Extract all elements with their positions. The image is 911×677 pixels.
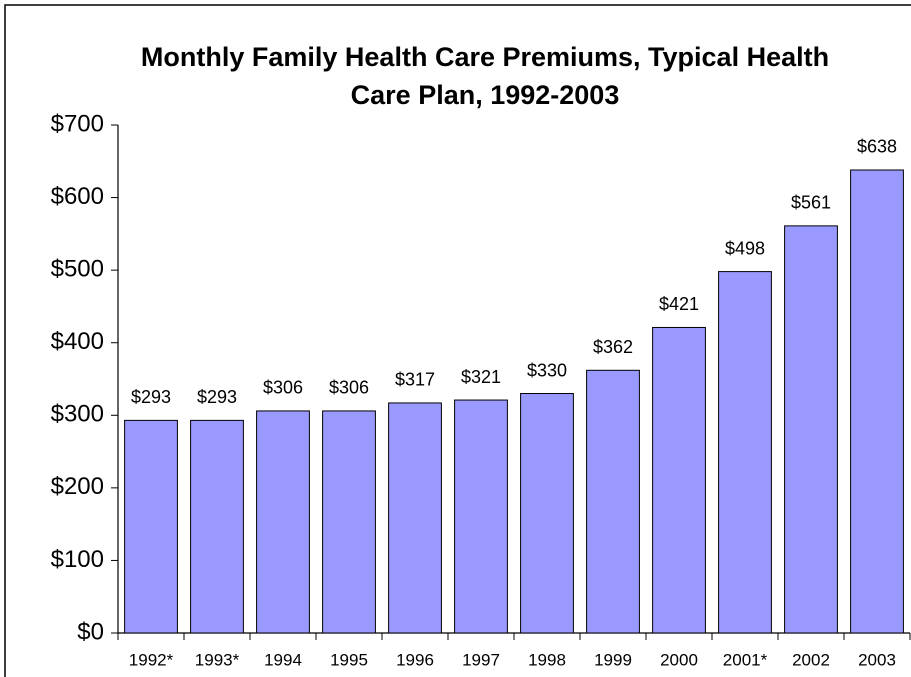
data-label: $306 bbox=[263, 378, 303, 398]
y-tick-label: $200 bbox=[51, 473, 104, 500]
data-label: $317 bbox=[395, 370, 435, 390]
y-tick-label: $300 bbox=[51, 401, 104, 428]
bar bbox=[454, 399, 508, 634]
x-tick-label: 1999 bbox=[594, 650, 632, 669]
data-label: $330 bbox=[527, 360, 567, 380]
bar bbox=[388, 402, 442, 634]
x-tick-label: 1998 bbox=[528, 650, 566, 669]
x-tick-label: 1992* bbox=[129, 650, 174, 669]
chart-title: Monthly Family Health Care Premiums, Typ… bbox=[140, 42, 830, 110]
y-tick-label: $0 bbox=[77, 618, 104, 645]
bar bbox=[850, 169, 904, 634]
data-label: $561 bbox=[791, 193, 831, 213]
data-label: $321 bbox=[461, 367, 501, 387]
y-tick-label: $500 bbox=[51, 255, 104, 282]
x-tick-label: 1994 bbox=[264, 650, 302, 669]
data-label: $293 bbox=[197, 387, 237, 407]
bar bbox=[322, 410, 376, 634]
data-label: $498 bbox=[725, 238, 765, 258]
chart-border bbox=[4, 4, 911, 677]
x-tick-label: 1997 bbox=[462, 650, 500, 669]
x-tick-label: 1993* bbox=[195, 650, 240, 669]
bar bbox=[190, 419, 244, 634]
bar bbox=[586, 369, 640, 634]
data-label: $421 bbox=[659, 294, 699, 314]
bar bbox=[652, 326, 706, 634]
x-tick-label: 2000 bbox=[660, 650, 698, 669]
data-label: $306 bbox=[329, 378, 369, 398]
x-tick-label: 2001* bbox=[723, 650, 768, 669]
x-tick-label: 1995 bbox=[330, 650, 368, 669]
y-tick-label: $600 bbox=[51, 183, 104, 210]
data-label: $362 bbox=[593, 337, 633, 357]
bar bbox=[124, 419, 178, 634]
bar bbox=[718, 271, 772, 634]
y-tick-label: $400 bbox=[51, 328, 104, 355]
bar bbox=[784, 225, 838, 634]
bar bbox=[520, 393, 574, 634]
y-tick-label: $100 bbox=[51, 546, 104, 573]
y-tick-label: $700 bbox=[51, 110, 104, 137]
data-label: $638 bbox=[857, 137, 897, 157]
x-tick-label: 2003 bbox=[858, 650, 896, 669]
bar bbox=[256, 410, 310, 634]
x-tick-label: 2002 bbox=[792, 650, 830, 669]
data-label: $293 bbox=[131, 387, 171, 407]
x-tick-label: 1996 bbox=[396, 650, 434, 669]
